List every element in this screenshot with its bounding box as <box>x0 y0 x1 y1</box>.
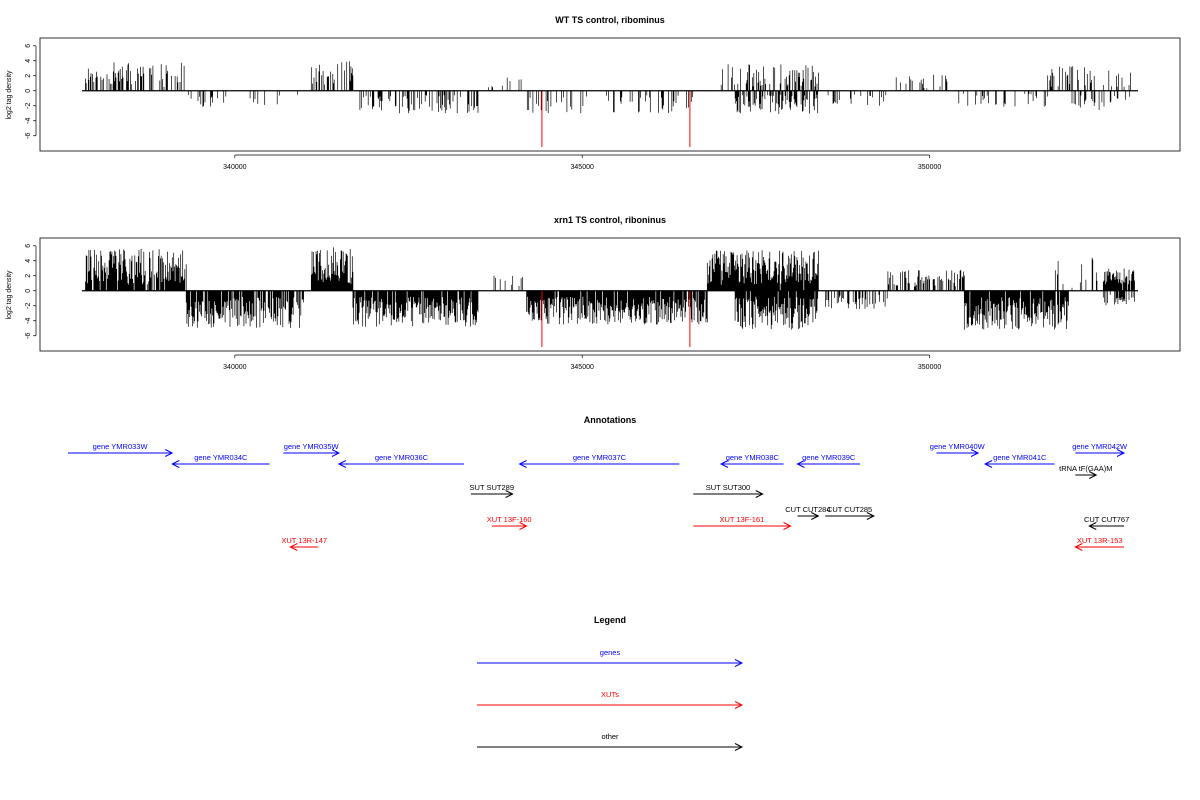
annotation-arrow <box>1075 471 1098 479</box>
annotation-arrow <box>283 449 341 457</box>
annotation-label: XUT 13F-160 <box>487 515 532 524</box>
xrn1-x-axis: 340000 345000 350000 <box>223 354 941 371</box>
annotation-label: gene YMR035W <box>284 442 340 451</box>
y-tick-label: 0 <box>25 289 32 293</box>
xrn1-track-panel: xrn1 TS control, riboninus -6 -4 -2 0 2 4 6 34… <box>6 215 1181 371</box>
x-tick-label: 350000 <box>918 364 941 371</box>
x-tick-label: 340000 <box>223 164 246 171</box>
annotation-label: CUT CUT285 <box>827 505 872 514</box>
wt-bars <box>85 61 1131 114</box>
annotation-arrow <box>518 460 680 468</box>
y-tick-label: 4 <box>25 259 32 263</box>
annotation-label: SUT SUT300 <box>706 483 750 492</box>
wt-track-title: WT TS control, ribominus <box>555 15 665 25</box>
wt-plot-frame <box>39 37 1181 152</box>
y-tick-label: 0 <box>25 89 32 93</box>
y-tick-label: -4 <box>25 118 32 124</box>
annotation-arrow <box>797 512 820 520</box>
density-bar <box>85 247 1135 330</box>
legend-title: Legend <box>594 615 626 625</box>
annotation-track: gene YMR033W gene YMR034C gene YMR035W gene… <box>68 442 1129 551</box>
annotation-label: gene YMR040W <box>930 442 986 451</box>
xrn1-plot-frame <box>39 237 1181 352</box>
wt-x-axis: 340000 345000 350000 <box>223 154 941 171</box>
wt-red-markers <box>541 90 691 147</box>
annotation-label: gene YMR037C <box>573 453 627 462</box>
annotation-label: XUT 13R-153 <box>1077 536 1123 545</box>
annotation-label: XUT 13R-147 <box>281 536 327 545</box>
legend-label-xut: XUTs <box>601 690 619 699</box>
legend-label-other: other <box>601 732 619 741</box>
annotation-label: gene YMR038C <box>726 453 780 462</box>
legend-arrow-xut <box>477 701 744 709</box>
wt-track-panel: WT TS control, ribominus -6 -4 -2 0 2 4 6 3400… <box>6 15 1181 171</box>
x-tick-label: 345000 <box>571 164 594 171</box>
xrn1-y-axis: -6 -4 -2 0 2 4 6 <box>25 244 37 339</box>
wt-y-axis: -6 -4 -2 0 2 4 6 <box>25 44 37 139</box>
xrn1-red-markers <box>541 290 691 347</box>
annotation-label: gene YMR033W <box>93 442 149 451</box>
y-tick-label: 6 <box>25 244 32 248</box>
xrn1-track-title: xrn1 TS control, riboninus <box>554 215 666 225</box>
wt-y-axis-label: log2 tag density <box>6 70 13 120</box>
legend-arrow-other <box>477 743 744 751</box>
y-tick-label: 4 <box>25 59 32 63</box>
x-tick-label: 350000 <box>918 164 941 171</box>
y-tick-label: 2 <box>25 74 32 78</box>
y-tick-label: 6 <box>25 44 32 48</box>
annotation-arrow <box>719 460 784 468</box>
annotation-label: tRNA tF(GAA)M <box>1059 464 1112 473</box>
annotation-arrow <box>337 460 464 468</box>
annotation-label: gene YMR042W <box>1072 442 1128 451</box>
x-tick-label: 340000 <box>223 364 246 371</box>
y-tick-label: -2 <box>25 103 32 109</box>
annotation-arrow <box>796 460 860 468</box>
density-bar <box>85 61 1131 114</box>
x-tick-label: 345000 <box>571 364 594 371</box>
annotations-title: Annotations <box>584 415 637 425</box>
y-tick-label: 2 <box>25 274 32 278</box>
annotation-arrow <box>68 449 174 457</box>
y-tick-label: -4 <box>25 318 32 324</box>
annotation-arrow <box>983 460 1055 468</box>
annotation-arrow <box>1088 522 1124 530</box>
y-tick-label: -2 <box>25 303 32 309</box>
annotation-label: XUT 13F-161 <box>719 515 764 524</box>
legend: genes XUTs other <box>477 648 744 751</box>
annotation-label: CUT CUT284 <box>785 505 830 514</box>
annotation-arrow <box>936 449 980 457</box>
legend-label-gene: genes <box>600 648 621 657</box>
annotation-label: SUT SUT289 <box>470 483 514 492</box>
annotation-arrow <box>1075 449 1126 457</box>
annotation-label: gene YMR039C <box>802 453 856 462</box>
annotation-label: gene YMR034C <box>194 453 248 462</box>
annotation-label: CUT CUT767 <box>1084 515 1129 524</box>
y-tick-label: -6 <box>25 133 32 139</box>
annotation-arrow <box>693 522 792 530</box>
annotation-arrow <box>825 512 876 520</box>
annotation-arrow <box>491 522 528 530</box>
y-tick-label: -6 <box>25 333 32 339</box>
annotation-arrow <box>470 490 514 498</box>
annotation-arrow <box>693 490 764 498</box>
annotation-label: gene YMR041C <box>993 453 1047 462</box>
xrn1-bars <box>85 247 1135 330</box>
annotation-label: gene YMR036C <box>375 453 429 462</box>
annotation-arrow <box>171 460 270 468</box>
legend-arrow-gene <box>477 659 744 667</box>
annotation-arrow <box>289 543 319 551</box>
annotation-arrow <box>1074 543 1124 551</box>
xrn1-y-axis-label: log2 tag density <box>6 270 13 320</box>
